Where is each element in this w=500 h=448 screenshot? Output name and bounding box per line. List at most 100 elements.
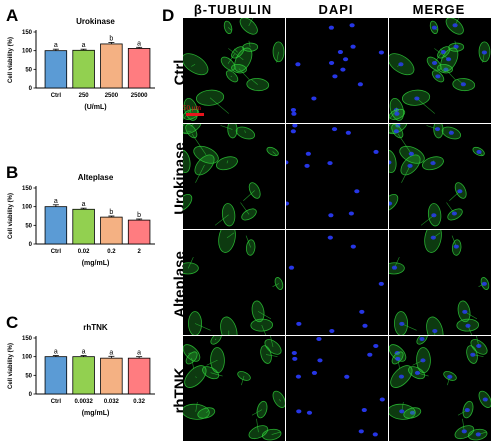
y-tick-label: 50 <box>25 373 32 379</box>
tubulin-process <box>244 130 246 134</box>
bar <box>44 356 68 395</box>
tubulin-process <box>270 336 274 347</box>
column-header-dapi: DAPI <box>318 2 354 17</box>
tubulin-process <box>401 164 411 183</box>
dapi-nucleus <box>431 213 437 218</box>
tubulin-process <box>261 325 267 335</box>
tubulin-cell <box>184 365 207 388</box>
tubulin-process <box>240 202 250 215</box>
x-tick-label: 2500 <box>105 93 119 99</box>
micrograph-image <box>183 230 284 335</box>
bar <box>127 219 151 245</box>
dapi-nucleus <box>447 374 453 379</box>
micrograph-image <box>288 235 384 333</box>
tubulin-process <box>415 97 435 114</box>
dapi-nucleus <box>306 410 313 415</box>
x-tick-label: Ctrl <box>51 399 62 405</box>
tubulin-process <box>226 160 229 164</box>
bar-charts-area: Urokinase Cell viability (%) 0 50 100 150 a Ctr… <box>8 17 155 417</box>
dapi-nucleus <box>350 44 356 49</box>
dapi-nucleus <box>389 201 393 206</box>
tubulin-cell <box>194 154 215 176</box>
dapi-nucleus <box>361 408 367 413</box>
dapi-nucleus <box>350 244 356 249</box>
significance-label: a <box>137 350 141 357</box>
dapi-nucleus <box>395 356 401 361</box>
dapi-nucleus <box>332 74 338 79</box>
x-tick-label: 25000 <box>131 93 148 99</box>
dapi-nucleus <box>342 57 349 62</box>
dapi-nucleus <box>348 211 354 216</box>
bar <box>72 208 95 245</box>
column-header-merge: MERGE <box>412 2 466 17</box>
bar <box>127 48 151 89</box>
tubulin-process <box>183 130 192 134</box>
tubulin-process <box>233 48 238 53</box>
chart-3: rhTNK Cell viability (%) 0 50 100 150 a Ctrl a 0.… <box>8 323 155 417</box>
dapi-nucleus <box>378 281 384 286</box>
x-tick-label: 0.2 <box>107 249 116 255</box>
y-tick-label: 0 <box>29 392 33 398</box>
dapi-nucleus <box>452 23 458 28</box>
micrograph-image <box>183 124 279 227</box>
dapi-nucleus <box>379 397 385 402</box>
panel-letter-d: D <box>162 6 175 25</box>
tubulin-cell <box>218 230 236 253</box>
column-header-tubulin: β-TUBULIN <box>193 2 273 17</box>
dapi-nucleus <box>476 343 482 348</box>
significance-label: a <box>82 349 86 356</box>
tubulin-cell <box>245 239 256 256</box>
dapi-nucleus <box>399 321 405 326</box>
x-axis-label: (U/mL) <box>84 104 106 111</box>
dapi-nucleus <box>311 96 317 101</box>
y-axis-label: Cell viability (%) <box>8 37 14 83</box>
bar <box>100 357 123 395</box>
dapi-nucleus <box>317 358 323 363</box>
dapi-nucleus <box>378 50 384 55</box>
dapi-nucleus <box>328 213 334 218</box>
tubulin-cell <box>445 18 464 35</box>
dapi-nucleus <box>482 397 488 402</box>
dapi-nucleus <box>481 50 487 55</box>
dapi-nucleus <box>290 107 297 112</box>
dapi-nucleus <box>414 370 421 375</box>
tubulin-process <box>228 48 244 61</box>
tubulin-process <box>195 402 198 412</box>
significance-label: b <box>109 209 113 216</box>
tubulin-cell <box>188 311 203 335</box>
tubulin-cell <box>227 124 238 139</box>
tubulin-cell <box>266 146 279 157</box>
tubulin-cell <box>272 390 285 408</box>
dapi-nucleus <box>453 244 459 249</box>
tubulin-process <box>214 214 229 226</box>
dapi-nucleus <box>420 358 426 363</box>
micrograph-tile <box>286 336 388 441</box>
dapi-nucleus <box>354 189 360 194</box>
dapi-nucleus <box>288 265 295 270</box>
x-axis-label: (mg/mL) <box>82 260 110 267</box>
bar <box>100 216 123 245</box>
panel-letter-c: C <box>6 313 19 332</box>
significance-label: a <box>82 201 86 208</box>
dapi-nucleus <box>470 352 476 357</box>
tubulin-cell <box>183 262 199 275</box>
bar <box>44 206 68 245</box>
tubulin-process <box>272 283 280 287</box>
tubulin-process <box>397 133 413 155</box>
x-tick-label: 0.0032 <box>74 399 93 405</box>
dapi-nucleus <box>457 189 463 194</box>
tubulin-process <box>245 235 251 248</box>
dapi-nucleus <box>398 62 404 67</box>
bar <box>72 356 95 395</box>
dapi-nucleus <box>290 129 296 134</box>
x-tick-label: 0.02 <box>78 249 90 255</box>
y-tick-label: 50 <box>25 67 32 73</box>
scale-bar-label: 50 μm <box>183 104 201 112</box>
micrograph-image <box>389 336 491 441</box>
dapi-nucleus <box>345 130 351 135</box>
chart-1: Urokinase Cell viability (%) 0 50 100 150 a Ctr… <box>8 17 155 111</box>
y-tick-label: 100 <box>22 355 33 361</box>
micrograph-tile <box>286 124 388 229</box>
bar <box>127 357 151 395</box>
panel-letter-b: B <box>6 163 19 182</box>
